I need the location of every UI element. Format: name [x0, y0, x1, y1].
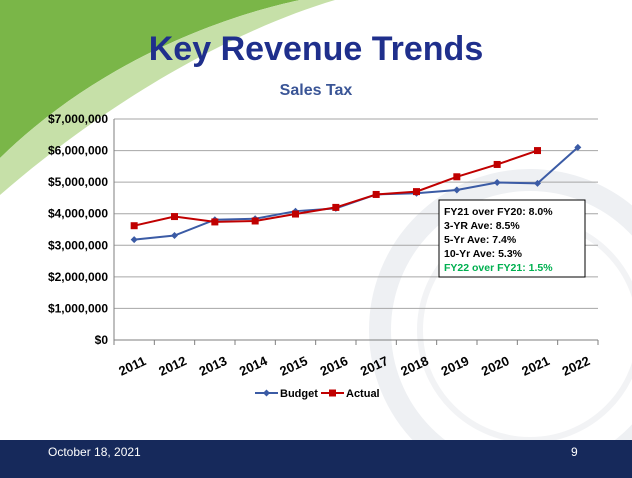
budget-point	[534, 179, 541, 187]
city-seal-watermark	[369, 169, 632, 478]
page-title: Key Revenue Trends	[148, 30, 484, 68]
actual-point	[171, 213, 178, 221]
growth-stat-line: 10-Yr Ave: 5.3%	[444, 248, 523, 260]
x-tick-label: 2011	[116, 353, 148, 379]
y-tick-label: $4,000,000	[48, 207, 108, 221]
x-tick-label: 2014	[237, 353, 270, 379]
page-number: 9	[571, 445, 578, 459]
y-tick-label: $7,000,000	[48, 112, 108, 126]
y-tick-label: $0	[95, 333, 109, 347]
growth-stats-box	[438, 199, 586, 278]
y-tick-label: $6,000,000	[48, 144, 108, 158]
x-tick-label: 2022	[560, 353, 593, 379]
growth-stat-highlight: FY22 over FY21: 1.5%	[444, 262, 553, 274]
legend-actual-label: Actual	[346, 388, 380, 400]
actual-point	[413, 188, 420, 196]
actual-point	[130, 222, 138, 230]
x-tick-label: 2021	[519, 353, 552, 379]
chart-subtitle: Sales Tax	[279, 82, 353, 99]
actual-point	[453, 173, 461, 181]
growth-stat-line: 3-YR Ave: 8.5%	[444, 220, 520, 232]
budget-point	[493, 178, 501, 186]
x-tick-label: 2018	[398, 353, 431, 379]
y-tick-label: $3,000,000	[48, 238, 108, 252]
x-tick-label: 2012	[156, 353, 189, 379]
y-tick-label: $2,000,000	[48, 270, 108, 284]
actual-point	[493, 160, 501, 168]
growth-stat-line: 5-Yr Ave: 7.4%	[444, 234, 517, 246]
x-tick-label: 2017	[358, 353, 391, 379]
y-tick-label: $1,000,000	[48, 301, 108, 315]
x-tick-label: 2013	[197, 353, 230, 379]
legend-budget-label: Budget	[280, 388, 318, 400]
actual-point	[534, 147, 541, 155]
growth-stat-line: FY21 over FY20: 8.0%	[444, 206, 553, 218]
legend-budget-marker	[263, 389, 270, 397]
budget-point	[171, 231, 178, 239]
footer-date: October 18, 2021	[48, 445, 141, 459]
actual-point	[211, 218, 219, 226]
budget-point	[453, 186, 461, 194]
y-tick-label: $5,000,000	[48, 175, 108, 189]
x-tick-label: 2015	[277, 353, 310, 379]
actual-point	[251, 217, 259, 225]
budget-point	[130, 236, 138, 244]
x-tick-label: 2016	[318, 353, 351, 379]
legend-actual-marker	[329, 389, 336, 397]
x-tick-label: 2020	[479, 353, 512, 379]
actual-point	[332, 203, 340, 211]
x-tick-label: 2019	[439, 353, 472, 379]
budget-point	[574, 143, 582, 151]
actual-point	[292, 210, 299, 218]
footer-bar: October 18, 2021 9	[0, 440, 632, 478]
actual-point	[372, 190, 380, 198]
